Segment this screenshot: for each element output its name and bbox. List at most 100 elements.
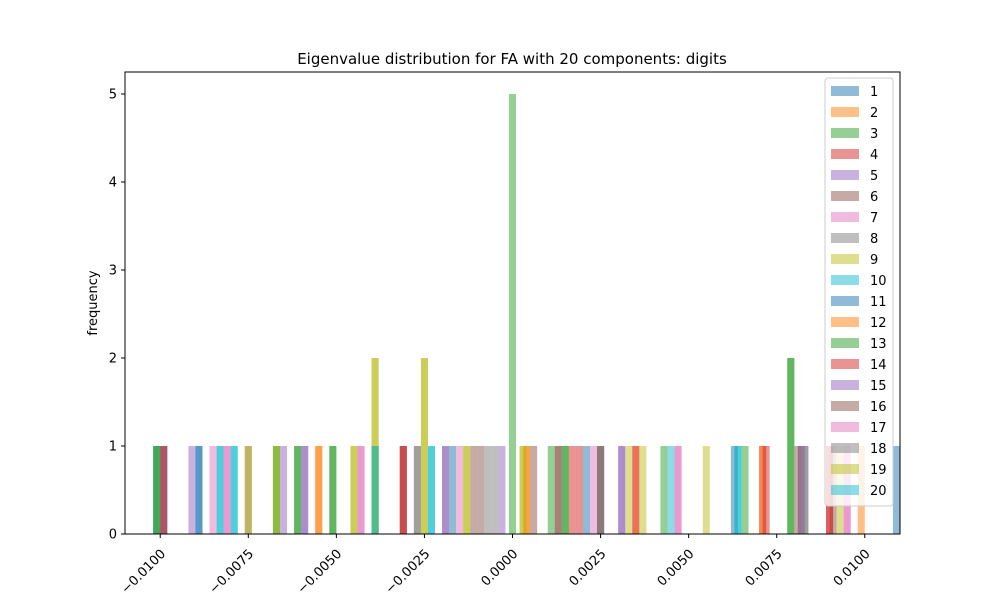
bar-series-18 — [801, 446, 809, 534]
bar-series-12 — [315, 446, 323, 534]
bar-series-19 — [244, 446, 252, 534]
legend-swatch-9 — [831, 254, 859, 264]
legend-swatch-18 — [831, 443, 859, 453]
legend-label-5: 5 — [870, 169, 878, 184]
legend-label-18: 18 — [870, 442, 887, 457]
legend-swatch-6 — [831, 191, 859, 201]
bar-series-16 — [554, 446, 562, 534]
bar-series-7 — [209, 446, 217, 534]
bar-series-16 — [794, 446, 802, 534]
bar-series-11 — [582, 446, 590, 534]
bar-series-18 — [413, 446, 421, 534]
bar-series-13 — [547, 446, 555, 534]
bar-series-19 — [463, 446, 471, 534]
legend-label-19: 19 — [870, 463, 887, 478]
bar-series-13 — [294, 446, 302, 534]
legend-swatch-10 — [831, 275, 859, 285]
legend-swatch-5 — [831, 170, 859, 180]
legend-swatch-2 — [831, 107, 859, 117]
y-axis-label: frequency — [86, 270, 101, 336]
legend-swatch-8 — [831, 233, 859, 243]
chart-title: Eigenvalue distribution for FA with 20 c… — [297, 50, 727, 68]
bar-series-17 — [357, 446, 365, 534]
bar-series-19 — [639, 446, 647, 534]
bar-series-14 — [762, 446, 770, 534]
bar-series-19 — [420, 358, 428, 534]
bar-series-20 — [734, 446, 742, 534]
legend-swatch-15 — [831, 380, 859, 390]
bar-series-6 — [470, 446, 478, 534]
bar-series-20 — [371, 446, 379, 534]
legend-label-4: 4 — [870, 148, 878, 163]
bar-series-20 — [427, 446, 435, 534]
bar-series-20 — [667, 446, 675, 534]
legend-label-12: 12 — [870, 316, 887, 331]
legend-label-7: 7 — [870, 211, 878, 226]
bar-series-17 — [223, 446, 231, 534]
legend-swatch-11 — [831, 296, 859, 306]
bar-series-13 — [153, 446, 161, 534]
legend-swatch-3 — [831, 128, 859, 138]
legend-label-6: 6 — [870, 190, 878, 205]
legend-label-16: 16 — [870, 400, 887, 415]
legend-box — [824, 77, 894, 507]
legend-swatch-1 — [831, 86, 859, 96]
y-tick-label: 5 — [109, 88, 117, 103]
bar-series-15 — [301, 446, 309, 534]
legend-label-1: 1 — [870, 85, 878, 100]
legend-label-8: 8 — [870, 232, 878, 247]
y-tick-label: 0 — [109, 528, 117, 543]
bar-series-1 — [892, 446, 900, 534]
bar-series-16 — [477, 446, 485, 534]
bar-series-6 — [530, 446, 538, 534]
bar-series-9 — [625, 446, 633, 534]
bar-series-7 — [590, 446, 598, 534]
y-tick-label: 1 — [109, 440, 117, 455]
bar-series-15 — [442, 446, 450, 534]
legend-label-17: 17 — [870, 421, 887, 436]
legend-swatch-17 — [831, 422, 859, 432]
bar-series-15 — [498, 446, 506, 534]
legend-label-13: 13 — [870, 337, 887, 352]
legend-swatch-14 — [831, 359, 859, 369]
bar-series-19 — [702, 446, 710, 534]
bar-series-20 — [230, 446, 238, 534]
legend-label-11: 11 — [870, 295, 887, 310]
bar-series-11 — [449, 446, 457, 534]
bar-series-15 — [618, 446, 626, 534]
bar-series-18 — [597, 446, 605, 534]
bar-series-8 — [484, 446, 492, 534]
bar-series-14 — [160, 446, 168, 534]
bar-series-17 — [674, 446, 682, 534]
legend-swatch-13 — [831, 338, 859, 348]
bar-series-5 — [280, 446, 288, 534]
legend-label-15: 15 — [870, 379, 887, 394]
y-ticks-group: 0 1 2 3 4 5 — [109, 88, 125, 543]
bar-series-14 — [399, 446, 407, 534]
y-tick-label: 3 — [109, 264, 117, 279]
bar-series-19 — [350, 446, 358, 534]
bar-series-13 — [561, 446, 569, 534]
legend-swatch-16 — [831, 401, 859, 411]
legend-swatch-19 — [831, 464, 859, 474]
legend-label-2: 2 — [870, 106, 878, 121]
bar-series-13 — [329, 446, 337, 534]
legend-label-9: 9 — [870, 253, 878, 268]
bar-series-17 — [456, 446, 464, 534]
bar-series-14 — [632, 446, 640, 534]
legend-swatch-7 — [831, 212, 859, 222]
bar-series-3 — [741, 446, 749, 534]
legend-label-20: 20 — [870, 484, 887, 499]
bar-series-11 — [195, 446, 203, 534]
bar-series-13 — [508, 94, 517, 534]
bar-series-14 — [568, 446, 576, 534]
bar-series-20 — [216, 446, 224, 534]
y-tick-label: 2 — [109, 352, 117, 367]
bar-series-19 — [519, 446, 527, 534]
bar-series-5 — [188, 446, 196, 534]
bar-series-4 — [575, 446, 583, 534]
bar-series-19 — [272, 446, 280, 534]
legend-label-3: 3 — [870, 127, 878, 142]
